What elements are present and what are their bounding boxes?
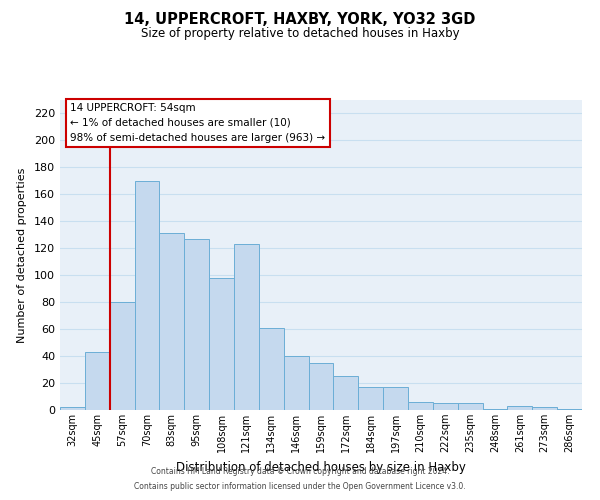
Bar — [209, 278, 234, 410]
Bar — [284, 356, 308, 410]
Bar — [508, 406, 532, 410]
Text: 14 UPPERCROFT: 54sqm
← 1% of detached houses are smaller (10)
98% of semi-detach: 14 UPPERCROFT: 54sqm ← 1% of detached ho… — [70, 103, 326, 142]
Text: Contains public sector information licensed under the Open Government Licence v3: Contains public sector information licen… — [134, 482, 466, 491]
Bar — [234, 244, 259, 410]
Bar — [383, 387, 408, 410]
Bar — [557, 408, 582, 410]
Text: Contains HM Land Registry data © Crown copyright and database right 2024.: Contains HM Land Registry data © Crown c… — [151, 467, 449, 476]
Text: 14, UPPERCROFT, HAXBY, YORK, YO32 3GD: 14, UPPERCROFT, HAXBY, YORK, YO32 3GD — [124, 12, 476, 28]
Bar — [334, 376, 358, 410]
Bar — [408, 402, 433, 410]
Bar — [482, 408, 508, 410]
Y-axis label: Number of detached properties: Number of detached properties — [17, 168, 27, 342]
X-axis label: Distribution of detached houses by size in Haxby: Distribution of detached houses by size … — [176, 460, 466, 473]
Bar — [85, 352, 110, 410]
Bar — [458, 404, 482, 410]
Bar — [532, 408, 557, 410]
Bar — [433, 404, 458, 410]
Bar — [160, 234, 184, 410]
Bar — [184, 239, 209, 410]
Bar — [110, 302, 134, 410]
Bar — [358, 387, 383, 410]
Bar — [134, 181, 160, 410]
Bar — [308, 363, 334, 410]
Text: Size of property relative to detached houses in Haxby: Size of property relative to detached ho… — [140, 28, 460, 40]
Bar — [259, 328, 284, 410]
Bar — [60, 408, 85, 410]
